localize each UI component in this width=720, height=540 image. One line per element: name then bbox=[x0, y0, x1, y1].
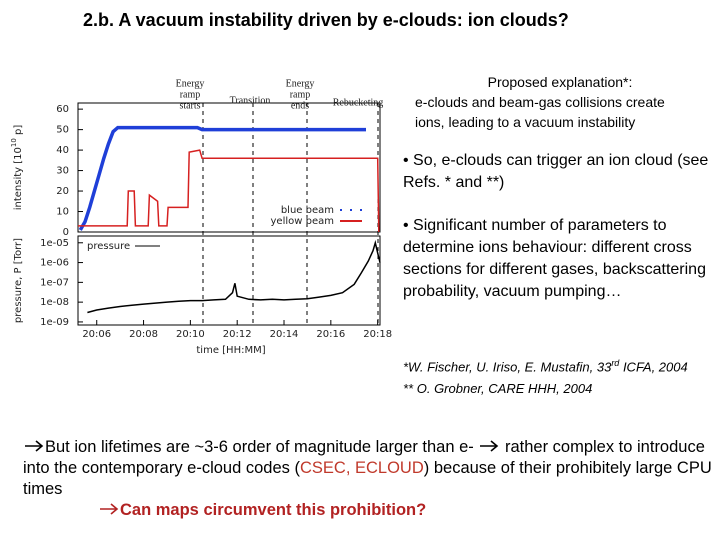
y-axis-label-part: pressure, P [Torr] bbox=[13, 238, 24, 323]
annotation: Rebucketing bbox=[333, 97, 384, 108]
y-tick-label: 10 bbox=[56, 207, 69, 218]
data-line bbox=[78, 125, 366, 231]
legend-label: yellow beam bbox=[271, 216, 334, 227]
annotation: ramp bbox=[290, 89, 311, 100]
slide-title: 2.b. A vacuum instability driven by e-cl… bbox=[83, 10, 569, 30]
y-axis-label-part: intensity [10 bbox=[13, 147, 24, 210]
x-tick-label: 20:06 bbox=[82, 329, 111, 340]
annotation: Energy bbox=[286, 78, 315, 89]
bullet: • Significant number of parameters to de… bbox=[403, 217, 706, 300]
y-tick-label: 30 bbox=[56, 166, 69, 177]
annotation: ends bbox=[291, 100, 309, 111]
y-tick-label: 20 bbox=[56, 186, 69, 197]
x-axis-label: time [HH:MM] bbox=[196, 345, 265, 356]
x-tick-label: 20:18 bbox=[363, 329, 392, 340]
y-axis-label-part: 10 bbox=[10, 138, 18, 147]
legend-label: blue beam bbox=[281, 205, 334, 216]
data-line bbox=[78, 149, 380, 233]
bullet: • So, e-clouds can trigger an ion cloud … bbox=[403, 152, 709, 191]
x-tick-label: 20:12 bbox=[223, 329, 252, 340]
question-text: Can maps circumvent this prohibition? bbox=[120, 501, 427, 519]
x-tick-label: 20:08 bbox=[129, 329, 158, 340]
annotation: Energy bbox=[176, 78, 205, 89]
y-tick-label: 0 bbox=[63, 227, 69, 238]
arrow-icon bbox=[100, 503, 119, 515]
y-tick-label: 1e-09 bbox=[40, 317, 69, 328]
legend-label: pressure bbox=[87, 241, 130, 252]
question: Can maps circumvent this prohibition? bbox=[98, 500, 715, 521]
bullets: • So, e-clouds can trigger an ion cloud … bbox=[403, 150, 715, 303]
y-tick-label: 60 bbox=[56, 104, 69, 115]
y-axis-label: pressure, P [Torr] bbox=[13, 238, 24, 323]
y-tick-label: 1e-08 bbox=[40, 297, 69, 308]
y-tick-label: 40 bbox=[56, 145, 69, 156]
data-line bbox=[87, 239, 381, 314]
explanation-line: ions, leading to a vacuum instability bbox=[415, 114, 636, 130]
arrow-icon bbox=[480, 440, 499, 452]
arrow-icon bbox=[25, 440, 44, 452]
ref-text: *W. Fischer, U. Iriso, E. Mustafin, 33 bbox=[403, 359, 612, 375]
ref: ** O. Grobner, CARE HHH, 2004 bbox=[403, 381, 593, 396]
explanation-line: e-clouds and beam-gas collisions create bbox=[415, 94, 665, 110]
y-axis-label: intensity [1010 p] bbox=[10, 125, 24, 211]
ref-text: ICFA, 2004 bbox=[619, 359, 688, 375]
y-tick-label: 1e-05 bbox=[40, 238, 69, 249]
plot-frame bbox=[77, 235, 381, 326]
conclusion: But ion lifetimes are ~3-6 order of magn… bbox=[23, 437, 715, 521]
explanation: Proposed explanation*: e-clouds and beam… bbox=[415, 72, 705, 132]
x-tick-label: 20:10 bbox=[176, 329, 205, 340]
conclusion-text: ) because of their prohibitely large CPU… bbox=[23, 459, 712, 498]
plot-frame bbox=[77, 102, 381, 233]
explanation-heading: Proposed explanation*: bbox=[487, 74, 633, 90]
conclusion-text: But ion lifetimes are ~3-6 order of magn… bbox=[45, 438, 474, 456]
ref-sup: rd bbox=[611, 358, 620, 368]
ref: *W. Fischer, U. Iriso, E. Mustafin, 33rd… bbox=[403, 358, 688, 374]
x-tick-label: 20:16 bbox=[316, 329, 345, 340]
y-tick-label: 1e-07 bbox=[40, 277, 69, 288]
y-axis-label-part: p] bbox=[13, 125, 24, 139]
annotation: ramp bbox=[180, 89, 201, 100]
annotation: starts bbox=[179, 100, 200, 111]
y-tick-label: 50 bbox=[56, 125, 69, 136]
code-names: CSEC, ECLOUD bbox=[299, 459, 424, 477]
y-tick-label: 1e-06 bbox=[40, 258, 69, 269]
event-lines bbox=[202, 103, 379, 325]
annotation: Transition bbox=[230, 95, 271, 106]
conclusion-text: rather complex to introduce into the con… bbox=[23, 438, 705, 477]
x-tick-label: 20:14 bbox=[270, 329, 299, 340]
